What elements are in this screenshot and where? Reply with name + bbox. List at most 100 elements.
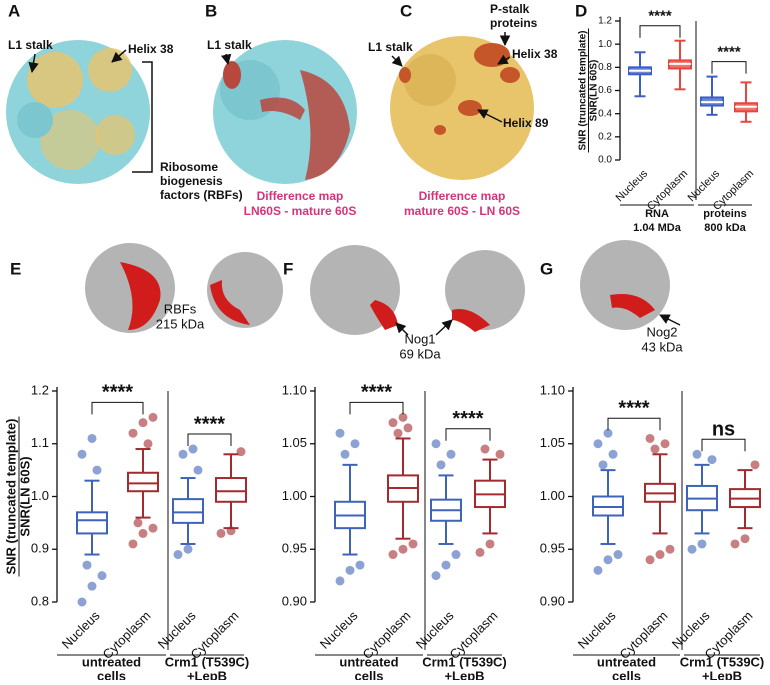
- outlier: [451, 550, 461, 560]
- outlier: [143, 439, 153, 449]
- outlier: [750, 460, 760, 470]
- panel-letter: C: [400, 1, 412, 20]
- outlier: [350, 439, 360, 449]
- y-axis-label: SNR(LN 60S): [589, 60, 600, 122]
- significance-bracket: [607, 417, 661, 431]
- x-tick-label: Nucleus: [155, 608, 199, 652]
- outlier: [193, 465, 203, 475]
- outlier: [77, 449, 87, 459]
- outlier: [697, 539, 707, 549]
- outlier: [148, 412, 158, 422]
- y-tick-label: 1.00: [282, 488, 307, 503]
- structure-label: L1 stalk: [8, 38, 53, 52]
- outlier: [593, 565, 603, 575]
- caption: LN60S - mature 60S: [244, 204, 357, 218]
- outlier: [446, 449, 456, 459]
- significance-label: ****: [717, 44, 741, 61]
- y-tick-label: 1.10: [282, 382, 307, 397]
- outlier: [138, 418, 148, 428]
- outlier: [740, 534, 750, 544]
- outlier: [355, 560, 365, 570]
- outlier: [692, 449, 702, 459]
- outlier: [665, 544, 675, 554]
- outlier: [431, 571, 441, 581]
- group-label: Crm1 (T539C): [422, 654, 507, 669]
- x-tick-label: Cytoplasm: [645, 168, 690, 213]
- y-tick-label: 1.05: [282, 435, 307, 450]
- outlier: [87, 433, 97, 443]
- y-tick-label: 0.90: [540, 593, 565, 608]
- structure-label: P-stalk: [490, 2, 530, 16]
- group-label: Crm1 (T539C): [165, 654, 250, 669]
- significance-label: ****: [452, 408, 483, 430]
- y-tick-label: 1.10: [540, 382, 565, 397]
- outlier: [393, 428, 403, 438]
- y-tick-label: 0.6: [598, 85, 612, 96]
- significance-bracket: [91, 401, 144, 415]
- arrow: [435, 319, 453, 336]
- outlier: [655, 550, 665, 560]
- significance-bracket: [187, 433, 232, 447]
- group-label: 800 kDa: [704, 222, 746, 234]
- caption: mature 60S - LN 60S: [404, 204, 520, 218]
- annotation: 43 kDa: [641, 339, 683, 354]
- outlier: [183, 544, 193, 554]
- group-label: +LepB: [187, 668, 227, 680]
- outlier: [335, 576, 345, 586]
- panel-c-image: [390, 36, 534, 180]
- y-tick-label: 1.2: [31, 382, 49, 397]
- outlier: [128, 539, 138, 549]
- outlier: [92, 465, 102, 475]
- outlier: [403, 423, 413, 433]
- annotation: 69 kDa: [399, 346, 441, 361]
- y-tick-label: 0.8: [598, 62, 612, 73]
- group-label: untreated: [82, 654, 141, 669]
- y-axis-label: SNR(LN 60S): [17, 456, 32, 536]
- ribosome-images: [85, 240, 670, 335]
- outlier: [340, 449, 350, 459]
- outlier: [87, 581, 97, 591]
- caption: biogenesis: [160, 174, 223, 188]
- arrow: [395, 322, 409, 336]
- group-label: RNA: [645, 208, 669, 220]
- outlier: [687, 544, 697, 554]
- outlier: [650, 444, 660, 454]
- outlier: [335, 428, 345, 438]
- outlier: [216, 528, 226, 538]
- panel-letter: G: [540, 259, 553, 278]
- outlier: [408, 539, 418, 549]
- y-tick-label: 0.95: [540, 541, 565, 556]
- outlier: [475, 547, 485, 557]
- structure-label: L1 stalk: [207, 38, 252, 52]
- annotation: Nog2: [646, 324, 677, 339]
- significance-bracket: [701, 438, 746, 452]
- panel-letter: F: [283, 259, 293, 278]
- y-axis-label: SNR (truncated template): [578, 30, 589, 150]
- caption: Difference map: [257, 189, 344, 203]
- outlier: [593, 439, 603, 449]
- significance-label: ****: [102, 382, 133, 404]
- caption: factors (RBFs): [160, 188, 243, 202]
- y-tick-label: 1.0: [598, 39, 612, 50]
- x-tick-label: Nucleus: [413, 608, 457, 652]
- outlier: [441, 560, 451, 570]
- x-tick-label: Nucleus: [317, 608, 361, 652]
- group-label: untreated: [597, 654, 656, 669]
- group-label: untreated: [339, 654, 398, 669]
- bracket: [132, 61, 153, 173]
- outlier: [431, 439, 441, 449]
- box: [215, 477, 247, 503]
- outlier: [480, 444, 490, 454]
- group-label: cells: [612, 668, 641, 680]
- outlier: [436, 460, 446, 470]
- annotation: Nog1: [404, 331, 435, 346]
- structure-label: Helix 38: [512, 47, 558, 61]
- outlier: [82, 560, 92, 570]
- panel-letter: A: [8, 1, 20, 20]
- structure-label: Helix 38: [128, 42, 174, 56]
- y-tick-label: 1.05: [540, 435, 565, 450]
- outlier: [388, 550, 398, 560]
- x-tick-label: Nucleus: [59, 608, 103, 652]
- outlier: [178, 449, 188, 459]
